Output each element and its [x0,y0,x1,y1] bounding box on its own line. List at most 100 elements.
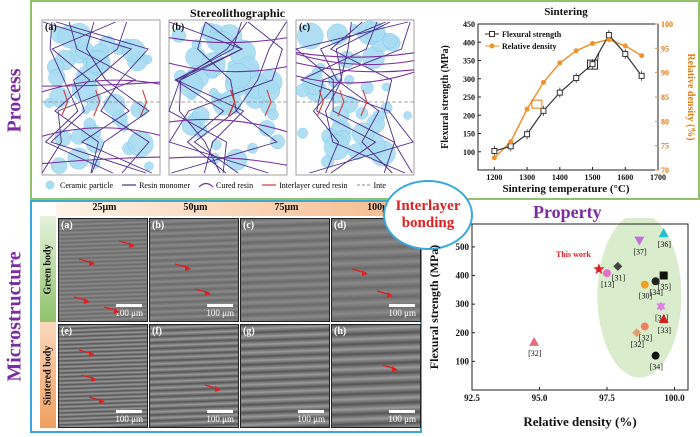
density-point [524,106,530,112]
strength-point [556,89,563,96]
resin-monomer [330,21,396,174]
sem-image-panel: (d) 100 μm [331,218,421,322]
x-axis-label: Sintering temperature (°C) [503,183,630,195]
resin-monomer [171,21,287,174]
row-label-green: Green body [42,243,54,295]
scatter-point-label: [30] [639,292,653,301]
density-point [606,37,612,43]
x-tick-label: 1500 [585,173,601,182]
interlayer-cured-resin [337,89,345,117]
interlayer-bonding-bubble: Interlayer bonding [383,180,473,250]
red-arrowhead-icon [84,298,90,304]
ceramic-particle [330,105,350,125]
scatter-point-label: [32] [631,340,645,349]
resin-monomer [50,21,147,174]
resin-monomer [42,21,152,174]
strength-line [494,33,643,152]
ceramic-particle [297,22,324,50]
stereo-legend-symbol [198,182,214,188]
ceramic-particle [210,139,222,151]
scale-bar: 100 μm [206,304,234,318]
ceramic-particle [44,97,55,108]
ceramic-particle [382,32,398,49]
scatter-marker [658,314,669,324]
sem-image-panel: (b) 100 μm [149,218,239,322]
y-tick-label: 300 [456,299,470,309]
red-arrowhead-icon [387,292,393,298]
property-chart-svg: 92.5 95.0 97.5 100.0 100 200 300 400 500 Relative… [427,213,689,429]
legend-strength-marker [489,31,495,37]
scale-bar: 100 μm [206,410,234,424]
interlayer-cured-resin [93,89,101,117]
micro-column-band [56,202,418,216]
y2-tick-label: 90 [661,69,669,78]
density-point [590,40,596,46]
stereo-panels: (a) (b) (c) [41,19,415,176]
stereo-panel-label: (b) [172,22,184,33]
scatter-marker [603,269,611,278]
stereo-panel-label: (a) [45,22,57,33]
y2-tick-label: 95 [661,44,669,53]
cured-resin [295,62,415,73]
cured-resin [168,37,288,44]
y-tick-label: 300 [463,75,475,84]
density-point [622,43,628,49]
sem-panel-label: (d) [334,220,347,231]
y-tick-label: 100 [456,356,470,366]
sintering-chart: Sintering 1200 1300 1400 1500 1600 1700 100 150 2… [436,2,696,198]
sem-panel-label: (h) [334,326,347,337]
microstructure-frame [30,200,422,433]
scatter-marker [658,228,669,238]
red-arrowhead-icon [91,376,97,382]
scatter-point-label: [13] [601,280,615,289]
sintering-chart-svg: Sintering 1200 1300 1400 1500 1600 1700 100 150 2… [440,6,696,195]
micro-column-header: 50μm [183,202,208,213]
ceramic-particle [270,134,285,150]
resin-monomer [312,21,352,174]
scatter-point-label: [37] [633,248,647,257]
interlayer-cured-resin [227,89,236,117]
cured-resin [295,52,415,58]
micro-column-header: 25μm [92,202,117,213]
stereo-legend-label: Interlayer cured resin [279,180,348,190]
ceramic-particle [258,120,276,137]
scatter-marker [656,303,666,312]
resin-monomer [169,21,244,174]
scatter-point-label: [34] [650,288,664,297]
property-title: Property [533,202,602,222]
y-tick-label: 450 [463,20,475,29]
process-frame [30,0,700,200]
resin-monomer [299,21,414,174]
scale-bar-line [389,304,416,307]
scatter-point-label: [33] [658,326,672,335]
interlayer-cured-resin [316,89,324,117]
stereo-legend-item: Interlayer cured resin [261,180,348,190]
red-arrowhead-icon [99,398,105,404]
density-point [540,79,546,85]
stereo-schematic: Stereolithographic (a) (b) (c) Ceramic par… [40,2,420,198]
ceramic-particle [103,93,126,116]
strength-point [622,50,629,57]
legend-density-label: Relative density [502,42,556,51]
sem-image-panel: (h) 100 μm [331,324,421,428]
legend-circle-icon [45,180,55,190]
scale-bar-line [389,410,416,413]
ceramic-particle [360,81,374,95]
sem-panel-label: (a) [61,220,73,231]
row-band-sintered: Sintered body [40,322,56,428]
ceramic-particle [127,131,154,158]
red-arrowhead-icon [89,351,95,357]
legend-density-marker [489,43,495,49]
x-tick-label: 100.0 [664,393,685,403]
strength-point [605,31,612,38]
stereo-legend-item: Resin monomer [121,180,190,190]
y2-tick-label: 100 [661,20,673,29]
strength-point [524,131,531,138]
density-point [639,53,645,59]
scatter-point-label: [32] [639,333,653,342]
microstructure-label: Microstructure [3,251,26,382]
red-arrowhead-icon [215,386,221,392]
sem-panel-label: (f) [152,326,162,337]
y2-tick-label: 85 [661,93,669,102]
x-tick-label: 92.5 [464,393,480,403]
